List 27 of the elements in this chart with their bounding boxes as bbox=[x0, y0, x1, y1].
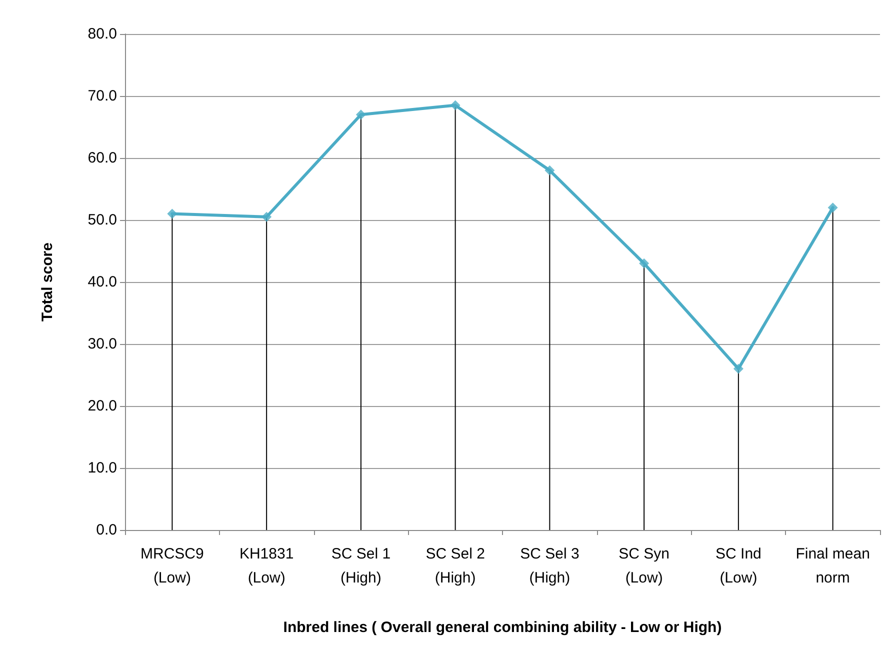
point bbox=[828, 202, 838, 213]
x-tick-label: SC Ind (Low) bbox=[716, 546, 762, 586]
point bbox=[262, 212, 272, 222]
y-axis-title: Total score bbox=[39, 242, 56, 322]
x-tick-label: Final mean norm bbox=[796, 546, 870, 586]
x-tick-label: SC Sel 3 (High) bbox=[520, 546, 580, 586]
point bbox=[167, 208, 178, 219]
y-tick-label: 30.0 bbox=[88, 336, 117, 352]
point bbox=[356, 110, 366, 120]
x-tick-label: MRCSC9 (Low) bbox=[140, 546, 204, 586]
y-tick-label: 0.0 bbox=[96, 522, 117, 538]
y-tick-label: 60.0 bbox=[88, 150, 117, 166]
y-tick-label: 10.0 bbox=[88, 460, 117, 476]
point bbox=[450, 100, 460, 110]
y-tick-label: 50.0 bbox=[88, 212, 117, 228]
y-tick-label: 70.0 bbox=[88, 88, 117, 104]
x-tick-label: SC Sel 1 (High) bbox=[331, 546, 391, 586]
x-axis-title: Inbred lines ( Overall general combining ability - Low or High) bbox=[283, 619, 722, 636]
point bbox=[544, 165, 555, 176]
point bbox=[639, 258, 650, 268]
point bbox=[733, 364, 744, 374]
x-tick-label: SC Syn (Low) bbox=[618, 546, 670, 586]
y-tick-label: 80.0 bbox=[88, 26, 117, 42]
y-tick-label: 40.0 bbox=[88, 274, 117, 290]
x-tick-label: SC Sel 2 (High) bbox=[426, 546, 485, 586]
y-tick-label: 20.0 bbox=[88, 398, 117, 414]
x-tick-label: KH1831 (Low) bbox=[239, 546, 294, 586]
